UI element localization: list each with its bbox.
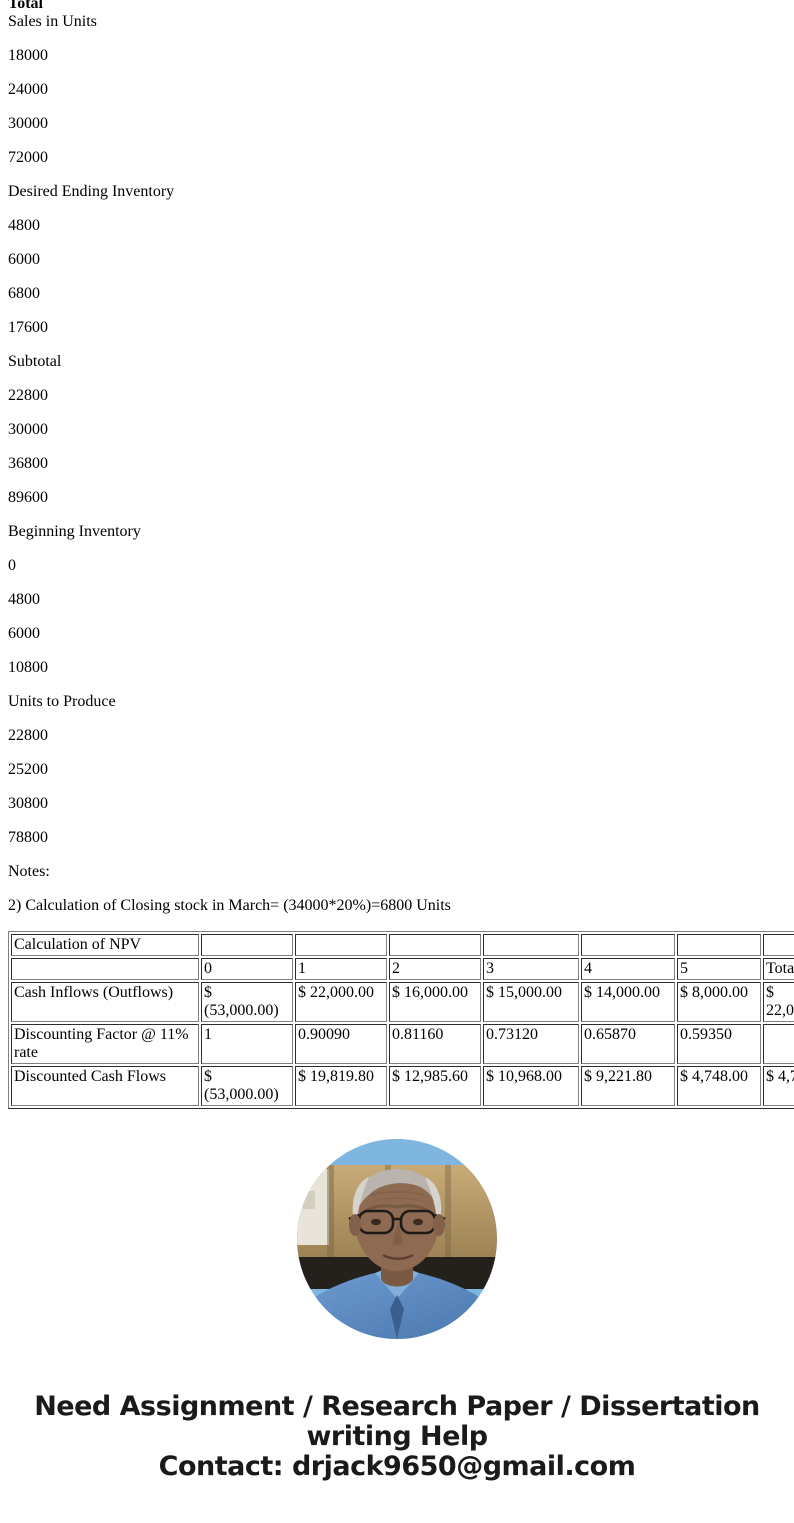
- table-cell: $ 16,000.00: [389, 982, 481, 1022]
- text-line-note-2: 2) Calculation of Closing stock in March…: [8, 897, 451, 914]
- table-cell-title: Calculation of NPV: [11, 934, 199, 956]
- promo-line-1: Need Assignment / Research Paper / Disse…: [34, 1391, 760, 1422]
- table-cell: $ 15,000.00: [483, 982, 579, 1022]
- text-line-value: 4800: [8, 217, 40, 234]
- text-line-value: 6000: [8, 625, 40, 642]
- table-cell: [763, 1024, 794, 1064]
- npv-calculation-table: Calculation of NPV 0 1 2 3 4 5 Total: [8, 931, 794, 1109]
- table-cell-empty: [11, 958, 199, 980]
- text-line-value: 17600: [8, 319, 48, 336]
- text-line-value: 30000: [8, 421, 48, 438]
- text-line-notes-heading: Notes:: [8, 863, 50, 880]
- table-cell: [201, 934, 293, 956]
- text-line-value: 24000: [8, 81, 48, 98]
- table-cell-period: 0: [201, 958, 293, 980]
- table-cell: $ (53,000.00): [201, 1066, 293, 1106]
- table-cell-period: 5: [677, 958, 761, 980]
- table-cell: $ 19,819.80: [295, 1066, 387, 1106]
- table-cell: [295, 934, 387, 956]
- table-cell: 0.65870: [581, 1024, 675, 1064]
- table-cell: 0.90090: [295, 1024, 387, 1064]
- table-cell: $ 4,748.00: [677, 1066, 761, 1106]
- text-line-value: 10800: [8, 659, 48, 676]
- text-line-value: 22800: [8, 387, 48, 404]
- text-line-value: 78800: [8, 829, 48, 846]
- table-cell-period: 1: [295, 958, 387, 980]
- table-cell: 0.59350: [677, 1024, 761, 1064]
- table-cell: [581, 934, 675, 956]
- table-cell-period: 4: [581, 958, 675, 980]
- text-line-value: 4800: [8, 591, 40, 608]
- table-cell: $ 22,000.00: [295, 982, 387, 1022]
- text-line-value: 30000: [8, 115, 48, 132]
- text-line-value: 72000: [8, 149, 48, 166]
- text-line-total: Total: [8, 0, 43, 12]
- table-cell: [389, 934, 481, 956]
- table-cell: $ 12,985.60: [389, 1066, 481, 1106]
- text-line-value: 6000: [8, 251, 40, 268]
- text-line-value: 0: [8, 557, 16, 574]
- table-cell-row-label: Discounting Factor @ 11% rate: [11, 1024, 199, 1064]
- table-row-cash-inflows: Cash Inflows (Outflows) $ (53,000.00) $ …: [11, 982, 794, 1022]
- table-cell: [677, 934, 761, 956]
- table-cell: $ 10,968.00: [483, 1066, 579, 1106]
- promo-line-3-contact: Contact: drjack9650@gmail.com: [158, 1451, 636, 1482]
- text-line-value: 18000: [8, 47, 48, 64]
- table-cell: $ 4,743.20: [763, 1066, 794, 1106]
- promo-line-2: writing Help: [306, 1421, 488, 1452]
- table-cell: $ 8,000.00: [677, 982, 761, 1022]
- table-cell-total-header: Total: [763, 958, 794, 980]
- text-line-desired-ending-inventory: Desired Ending Inventory: [8, 183, 175, 200]
- text-line-value: 30800: [8, 795, 48, 812]
- text-line-value: 25200: [8, 761, 48, 778]
- text-line-sales-in-units: Sales in Units: [8, 13, 97, 30]
- table-cell: $ 22,000.00: [763, 982, 794, 1022]
- text-line-beginning-inventory: Beginning Inventory: [8, 523, 141, 540]
- table-cell: 1: [201, 1024, 293, 1064]
- table-cell: 0.81160: [389, 1024, 481, 1064]
- table-cell-period: 3: [483, 958, 579, 980]
- table-row: Calculation of NPV: [11, 934, 794, 956]
- promo-footer: Need Assignment / Research Paper / Disse…: [0, 1392, 794, 1502]
- table-cell-period: 2: [389, 958, 481, 980]
- table-cell: $ 9,221.80: [581, 1066, 675, 1106]
- clipped-first-line: Total: [8, 0, 786, 13]
- document-text-block: Total Sales in Units 18000 24000 30000 7…: [8, 0, 786, 914]
- table-cell: [483, 934, 579, 956]
- table-cell: 0.73120: [483, 1024, 579, 1064]
- text-line-value: 6800: [8, 285, 40, 302]
- profile-photo-icon: [297, 1139, 497, 1339]
- table-cell-row-label: Cash Inflows (Outflows): [11, 982, 199, 1022]
- table-cell: [763, 934, 794, 956]
- text-line-value: 89600: [8, 489, 48, 506]
- table-cell-row-label: Discounted Cash Flows: [11, 1066, 199, 1106]
- avatar: [297, 1139, 497, 1339]
- npv-table-container: Calculation of NPV 0 1 2 3 4 5 Total: [0, 931, 794, 1109]
- avatar-container: [0, 1139, 794, 1344]
- text-line-units-to-produce: Units to Produce: [8, 693, 116, 710]
- table-row-period-headers: 0 1 2 3 4 5 Total: [11, 958, 794, 980]
- text-line-subtotal: Subtotal: [8, 353, 62, 370]
- table-cell: $ (53,000.00): [201, 982, 293, 1022]
- text-line-value: 22800: [8, 727, 48, 744]
- text-line-value: 36800: [8, 455, 48, 472]
- table-row-discounted-cash-flows: Discounted Cash Flows $ (53,000.00) $ 19…: [11, 1066, 794, 1106]
- table-cell: $ 14,000.00: [581, 982, 675, 1022]
- table-row-discounting-factor: Discounting Factor @ 11% rate 1 0.90090 …: [11, 1024, 794, 1064]
